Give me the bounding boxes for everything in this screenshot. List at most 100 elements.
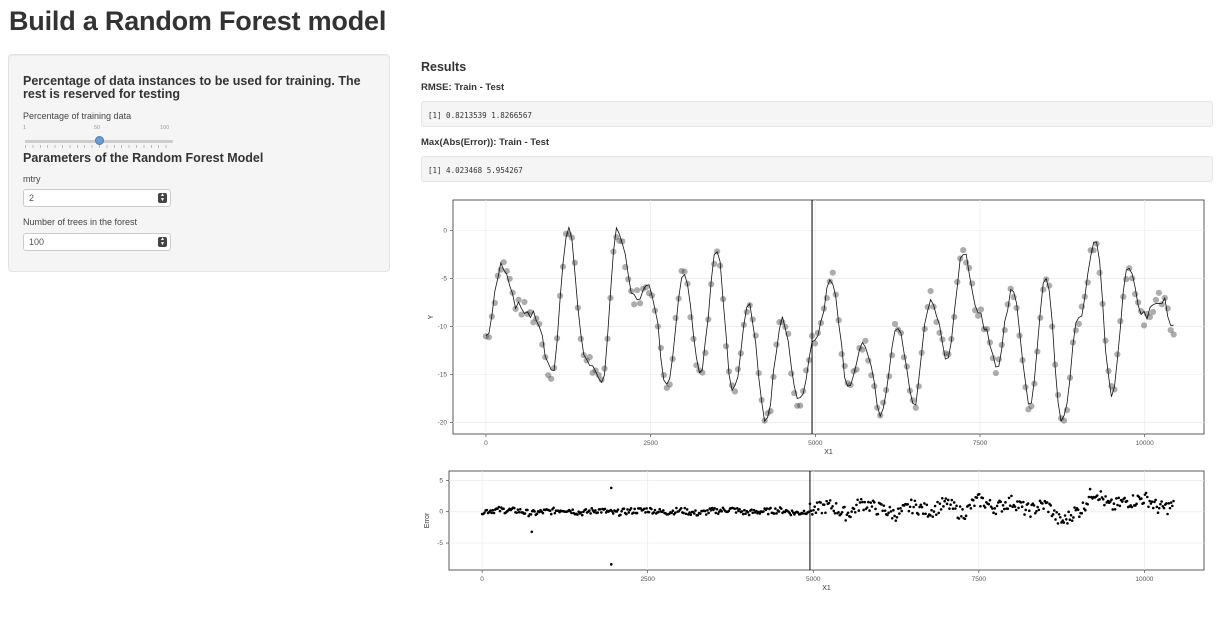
residual-point: [685, 508, 689, 511]
residual-point: [1103, 503, 1106, 507]
residual-point: [526, 508, 529, 512]
residual-point: [616, 508, 620, 511]
training-percentage-slider[interactable]: 1 50 100: [23, 125, 173, 149]
mtry-stepper-icon[interactable]: ▲ ▼: [158, 193, 167, 203]
observed-point: [589, 369, 596, 376]
residual-point: [971, 498, 975, 502]
residual-point: [703, 509, 707, 513]
residual-point: [696, 513, 700, 517]
residual-point: [807, 510, 811, 514]
residual-point: [1101, 497, 1105, 501]
observed-point: [797, 402, 804, 409]
residual-point: [553, 511, 557, 515]
residual-point: [890, 516, 894, 520]
observed-point: [995, 356, 1002, 363]
residual-point: [993, 507, 997, 510]
residual-point: [1042, 507, 1045, 510]
page-title: Build a Random Forest model: [9, 6, 387, 36]
residual-point: [813, 505, 817, 508]
observed-point: [969, 280, 976, 287]
x-tick-label: 7500: [973, 440, 988, 447]
residual-point: [924, 512, 927, 516]
residual-point: [968, 503, 971, 507]
observed-point: [601, 365, 608, 372]
residual-point: [1023, 513, 1026, 516]
ntree-stepper-icon[interactable]: ▲ ▼: [158, 237, 167, 247]
residual-point: [815, 501, 819, 504]
residual-point: [801, 512, 805, 515]
observed-point: [1016, 332, 1023, 339]
residual-point: [1168, 506, 1172, 510]
ntree-value: 100: [29, 237, 45, 247]
residual-point: [1035, 510, 1038, 513]
results-title: Results: [421, 60, 467, 74]
residual-point: [1125, 499, 1129, 503]
residual-point: [1016, 500, 1019, 503]
residual-point: [743, 508, 746, 512]
residual-point: [983, 506, 987, 509]
residual-point: [518, 507, 522, 511]
observed-point: [794, 402, 801, 409]
residual-point: [1146, 495, 1149, 499]
residual-point: [627, 511, 631, 514]
residual-point: [952, 501, 956, 504]
residual-point: [1066, 522, 1069, 525]
residual-point: [780, 507, 783, 510]
residual-point: [925, 503, 929, 507]
observed-point: [1120, 293, 1127, 300]
residual-point: [812, 508, 815, 512]
residual-point: [622, 507, 626, 510]
observed-point: [1167, 326, 1174, 334]
residual-point: [687, 513, 690, 516]
residual-point: [1118, 504, 1122, 508]
observed-point: [625, 276, 632, 283]
x-axis-label: X1: [824, 449, 833, 456]
ntree-input[interactable]: 100 ▲ ▼: [23, 233, 171, 251]
slider-grid: [25, 145, 173, 148]
observed-point: [886, 373, 893, 380]
residual-point: [833, 511, 837, 515]
observed-point: [494, 272, 501, 279]
residual-point: [894, 519, 898, 522]
residual-point: [735, 507, 739, 510]
residual-point: [881, 509, 884, 513]
residual-point: [751, 511, 755, 515]
observed-point: [832, 291, 839, 298]
observed-point: [1164, 305, 1171, 312]
observed-point: [1025, 406, 1032, 413]
residual-point: [973, 504, 976, 508]
observed-point: [711, 260, 718, 268]
residual-point: [820, 511, 824, 515]
residual-point: [999, 500, 1002, 504]
observed-point: [728, 382, 736, 389]
observed-point: [634, 287, 641, 294]
observed-point: [874, 404, 881, 411]
residual-point: [734, 511, 738, 514]
observed-point: [545, 372, 552, 379]
residual-point: [744, 512, 747, 516]
residual-point: [825, 499, 828, 503]
residual-point: [946, 498, 950, 502]
residual-point: [981, 496, 985, 500]
y-tick-label: -5: [437, 540, 443, 547]
mtry-input[interactable]: 2 ▲ ▼: [23, 189, 171, 207]
residual-point: [1027, 509, 1031, 513]
observed-point: [595, 371, 602, 379]
residual-point: [552, 506, 555, 510]
slider-handle[interactable]: [95, 136, 104, 145]
observed-point: [678, 267, 685, 275]
residual-point: [1038, 499, 1042, 503]
residual-point: [517, 510, 521, 514]
residual-point: [988, 498, 992, 502]
residual-point: [883, 509, 887, 512]
residual-point: [513, 506, 516, 510]
residual-point: [861, 500, 864, 504]
residual-point: [709, 508, 713, 512]
residual-point: [868, 509, 871, 512]
observed-point: [871, 383, 878, 390]
residual-point: [498, 509, 502, 513]
residual-point: [548, 509, 552, 513]
y-axis-label: Error: [424, 512, 431, 528]
rmse-label: RMSE: Train - Test: [421, 82, 505, 93]
residual-point: [679, 506, 683, 510]
